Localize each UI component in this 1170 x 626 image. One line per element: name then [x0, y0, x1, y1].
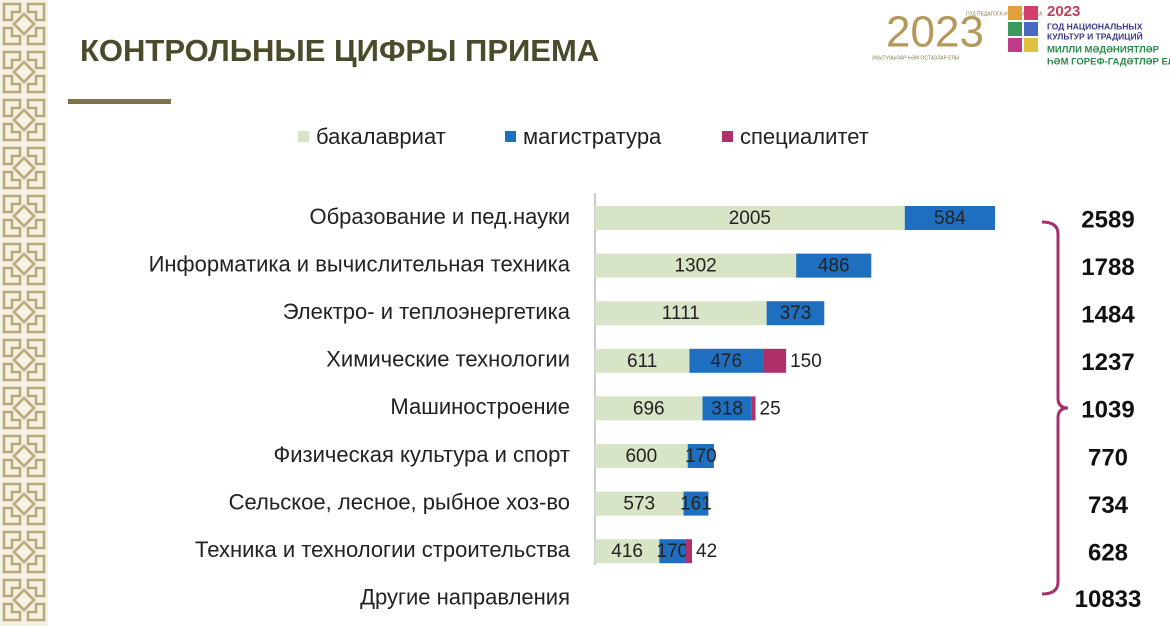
- value-label: 318: [711, 398, 743, 419]
- value-label: 600: [625, 446, 657, 467]
- value-label: 696: [633, 398, 665, 419]
- value-label: 150: [790, 351, 822, 372]
- logo-culture-year: 2023 ГОД НАЦИОНАЛЬНЫХ КУЛЬТУР И ТРАДИЦИЙ…: [1008, 3, 1170, 68]
- logo-text: УКЫТУЧЫЛАР ҺӘМ ОСТАЗЛАР ЕЛЫ: [872, 55, 960, 61]
- bar-segment: [796, 253, 872, 278]
- value-label: 42: [696, 541, 717, 562]
- category-label: Машиностроение: [390, 394, 570, 419]
- logo-text: КУЛЬТУР И ТРАДИЦИЙ: [1047, 30, 1143, 41]
- total-label: 1484: [1081, 302, 1135, 329]
- logo-year: 2023: [1047, 3, 1080, 20]
- legend-swatch: [298, 131, 309, 142]
- slide-title: КОНТРОЛЬНЫЕ ЦИФРЫ ПРИЕМА: [80, 33, 599, 68]
- value-label: 170: [685, 446, 717, 467]
- value-label: 1111: [662, 303, 700, 324]
- bar-segment: [659, 539, 686, 564]
- value-label: 573: [623, 494, 655, 515]
- total-label: 10833: [1075, 586, 1142, 613]
- bar-segment: [595, 444, 688, 468]
- bar-segment: [595, 396, 703, 421]
- value-label: 476: [710, 351, 742, 372]
- bar-segment: [689, 348, 763, 373]
- value-label: 416: [611, 541, 643, 562]
- category-label: Физическая культура и спорт: [274, 442, 570, 467]
- logo-year: 2023: [886, 8, 984, 57]
- bar-segment: [702, 396, 752, 421]
- category-label: Другие направления: [360, 585, 570, 610]
- bar-segment: [751, 396, 756, 421]
- title-underline: [68, 99, 171, 104]
- logo-text: ГОД ПЕДАГОГА И НАСТАВНИКА: [966, 11, 1043, 17]
- bar-segment: [595, 491, 684, 516]
- bracket: [1041, 220, 1069, 596]
- total-label: 628: [1088, 540, 1128, 567]
- bar-segment: [595, 539, 660, 564]
- category-label: Сельское, лесное, рыбное хоз-во: [229, 489, 570, 514]
- category-label: Техника и технологии строительства: [195, 537, 571, 562]
- logo-text: МИЛЛИ МӘДӘНИЯТЛӘР: [1047, 45, 1160, 56]
- legend-label: специалитет: [740, 124, 869, 149]
- category-label: Электро- и теплоэнергетика: [283, 299, 571, 324]
- logo-teacher-year: 2023 ГОД ПЕДАГОГА И НАСТАВНИКА УКЫТУЧЫЛА…: [872, 8, 1043, 62]
- bar-segment: [685, 539, 693, 564]
- bar-segment: [762, 348, 787, 373]
- bar-segment: [683, 491, 709, 516]
- bar-segment: [766, 301, 825, 326]
- category-label: Химические технологии: [326, 347, 570, 372]
- value-label: 2005: [729, 208, 771, 229]
- total-label: 1788: [1081, 254, 1134, 281]
- legend-swatch: [722, 131, 733, 142]
- total-label: 1237: [1081, 349, 1134, 376]
- bar-segment: [595, 348, 690, 373]
- bar-segment: [595, 253, 797, 278]
- logo-text: ГОД НАЦИОНАЛЬНЫХ: [1047, 21, 1143, 31]
- legend-label: бакалавриат: [316, 124, 446, 149]
- value-label: 373: [780, 303, 812, 324]
- total-label: 2589: [1081, 206, 1134, 233]
- value-label: 584: [934, 208, 966, 229]
- category-label: Образование и пед.науки: [309, 204, 570, 229]
- ornament-border: [0, 0, 48, 626]
- value-label: 161: [680, 494, 712, 515]
- value-label: 486: [818, 256, 850, 277]
- total-label: 770: [1088, 444, 1128, 471]
- value-label: 170: [657, 541, 689, 562]
- bar-segment: [595, 206, 905, 230]
- bar-segment: [687, 444, 714, 468]
- logo-text: ҺӘМ ГОРЕФ-ГАДӘТЛӘР ЕЛЫ: [1047, 57, 1170, 68]
- total-label: 734: [1088, 492, 1129, 519]
- value-label: 1302: [674, 256, 716, 277]
- category-label: Информатика и вычислительная техника: [149, 251, 571, 276]
- value-label: 611: [627, 351, 657, 372]
- value-label: 25: [760, 398, 781, 419]
- total-label: 1039: [1081, 397, 1134, 424]
- bar-segment: [904, 206, 996, 230]
- bar-segment: [595, 301, 767, 326]
- legend-label: магистратура: [523, 124, 662, 149]
- legend-swatch: [505, 131, 516, 142]
